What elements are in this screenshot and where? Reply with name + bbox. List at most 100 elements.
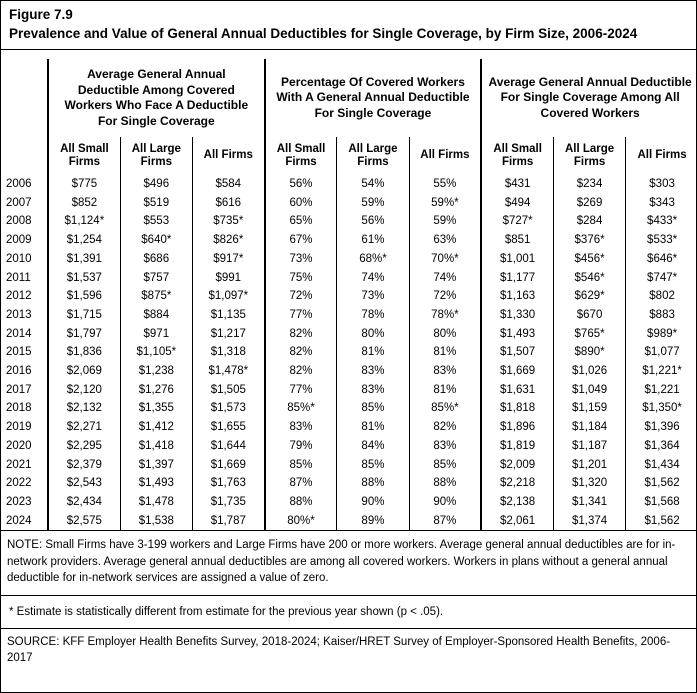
data-cell: $1,478* xyxy=(191,362,265,381)
column-group-header-3: Average General Annual Deductible For Si… xyxy=(480,59,696,137)
subcolumn-header: All Small Firms xyxy=(47,137,121,175)
data-cell: 72% xyxy=(263,287,337,306)
data-cell: $1,562 xyxy=(625,474,696,493)
data-cell: $1,364 xyxy=(625,436,696,456)
data-cell: 77% xyxy=(263,305,337,325)
table-row: 2024 $2,575 $1,538 $1,787 80%* 89% 87% $2,061 $1… xyxy=(1,511,696,531)
table-row: 2007 $852 $519 $616 60% 59% 59%* $494 $269 $343 xyxy=(1,193,696,213)
data-cell: 82% xyxy=(408,418,482,437)
figure-header: Figure 7.9 Prevalence and Value of Gener… xyxy=(1,1,696,50)
data-cell: $640* xyxy=(119,231,193,250)
table-row: 2006 $775 $496 $584 56% 54% 55% $431 $234 $303 xyxy=(1,175,696,194)
data-cell: 73% xyxy=(336,287,410,306)
year-cell: 2009 xyxy=(6,234,32,247)
data-cell: 83% xyxy=(408,436,482,456)
table-row: 2017 $2,120 $1,276 $1,505 77% 83% 81% $1,631 $1,… xyxy=(1,380,696,400)
data-cell: 59% xyxy=(336,193,410,213)
data-cell: $1,493 xyxy=(480,324,554,344)
data-cell: $1,412 xyxy=(119,418,193,437)
data-cell: $1,669 xyxy=(191,455,265,475)
data-cell: 70%* xyxy=(408,249,482,269)
data-cell: $2,271 xyxy=(47,418,121,437)
data-cell: $1,507 xyxy=(480,343,554,363)
source-text: SOURCE: KFF Employer Health Benefits Sur… xyxy=(7,635,671,665)
data-cell: $1,320 xyxy=(552,474,626,493)
subcolumn-header: All Firms xyxy=(625,137,696,175)
data-cell: 72% xyxy=(408,287,482,306)
data-cell: $1,537 xyxy=(47,268,121,288)
data-cell: 90% xyxy=(408,492,482,512)
data-cell: $234 xyxy=(552,175,626,194)
column-group-header-1: Average General Annual Deductible Among … xyxy=(47,59,265,137)
data-cell: $1,221 xyxy=(625,380,696,400)
data-cell: $686 xyxy=(119,249,193,269)
data-cell: 81% xyxy=(336,343,410,363)
data-cell: $989* xyxy=(625,324,696,344)
subcolumn-header: All Firms xyxy=(408,137,482,175)
data-cell: 80% xyxy=(336,324,410,344)
year-cell: 2008 xyxy=(6,215,32,228)
footnote-block: * Estimate is statistically different fr… xyxy=(1,596,696,629)
year-cell: 2007 xyxy=(6,196,32,209)
data-cell: $775 xyxy=(47,175,121,194)
data-cell: $616 xyxy=(191,193,265,213)
data-cell: $757 xyxy=(119,268,193,288)
data-cell: $735* xyxy=(191,212,265,232)
data-cell: $2,434 xyxy=(47,492,121,512)
data-cell: 81% xyxy=(408,343,482,363)
data-cell: $826* xyxy=(191,231,265,250)
table-row: 2021 $2,379 $1,397 $1,669 85% 85% 85% $2,009 $1,… xyxy=(1,455,696,475)
data-cell: $991 xyxy=(191,268,265,288)
year-cell: 2018 xyxy=(6,402,32,415)
data-cell: $1,217 xyxy=(191,324,265,344)
data-cell: $1,493 xyxy=(119,474,193,493)
data-cell: $2,543 xyxy=(47,474,121,493)
data-cell: $1,418 xyxy=(119,436,193,456)
data-cell: 59% xyxy=(408,212,482,232)
data-cell: $1,163 xyxy=(480,287,554,306)
data-cell: $1,797 xyxy=(47,324,121,344)
data-cell: 73% xyxy=(263,249,337,269)
data-cell: $376* xyxy=(552,231,626,250)
data-cell: 60% xyxy=(263,193,337,213)
year-cell: 2010 xyxy=(6,252,32,265)
data-cell: $852 xyxy=(47,193,121,213)
data-cell: 82% xyxy=(263,324,337,344)
data-cell: $1,836 xyxy=(47,343,121,363)
column-group-header-2: Percentage Of Covered Workers With A Gen… xyxy=(263,59,482,137)
note-block: NOTE: Small Firms have 3-199 workers and… xyxy=(1,531,696,596)
year-cell: 2017 xyxy=(6,383,32,396)
subcolumn-header: All Small Firms xyxy=(263,137,337,175)
table-row: 2018 $2,132 $1,355 $1,573 85%* 85% 85%* $1,818 $… xyxy=(1,399,696,419)
data-cell: $2,069 xyxy=(47,362,121,381)
data-cell: 83% xyxy=(336,380,410,400)
data-cell: $2,132 xyxy=(47,399,121,419)
data-cell: 56% xyxy=(263,175,337,194)
data-cell: $2,218 xyxy=(480,474,554,493)
data-cell: $553 xyxy=(119,212,193,232)
figure-title: Prevalence and Value of General Annual D… xyxy=(9,26,638,41)
subcolumn-header: All Large Firms xyxy=(552,137,626,175)
data-cell: $1,374 xyxy=(552,511,626,531)
data-cell: 85%* xyxy=(408,399,482,419)
data-cell: $269 xyxy=(552,193,626,213)
data-cell: $1,562 xyxy=(625,511,696,531)
data-cell: 82% xyxy=(263,362,337,381)
table-body: 2006 $775 $496 $584 56% 54% 55% $431 $234 $303 200… xyxy=(1,175,696,531)
year-cell: 2019 xyxy=(6,421,32,434)
data-cell: 65% xyxy=(263,212,337,232)
data-cell: 67% xyxy=(263,231,337,250)
data-cell: $971 xyxy=(119,324,193,344)
data-cell: $494 xyxy=(480,193,554,213)
data-cell: 83% xyxy=(336,362,410,381)
data-cell: $1,391 xyxy=(47,249,121,269)
table-row: 2022 $2,543 $1,493 $1,763 87% 88% 88% $2,218 $1,… xyxy=(1,474,696,493)
year-cell: 2011 xyxy=(6,271,31,284)
data-cell: 85%* xyxy=(263,399,337,419)
data-cell: $431 xyxy=(480,175,554,194)
data-cell: $1,201 xyxy=(552,455,626,475)
data-cell: 90% xyxy=(336,492,410,512)
data-cell: 83% xyxy=(263,418,337,437)
data-cell: $1,254 xyxy=(47,231,121,250)
